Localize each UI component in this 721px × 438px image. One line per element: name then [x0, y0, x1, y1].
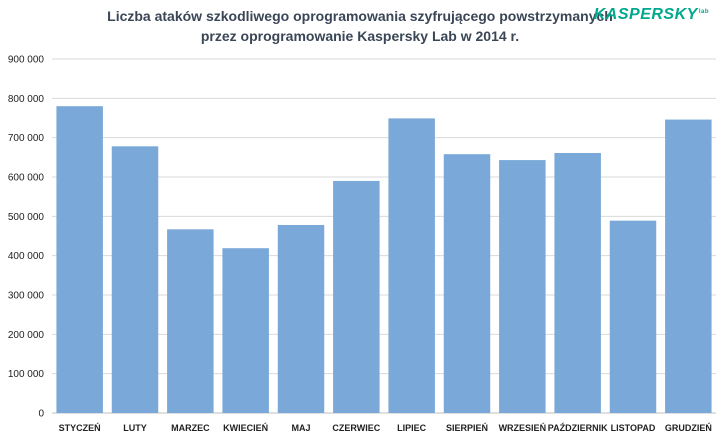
bar — [277, 224, 325, 413]
bar — [499, 160, 546, 413]
y-tick-label: 800 000 — [8, 94, 45, 105]
x-tick-label: LUTY — [123, 423, 147, 433]
bar — [167, 229, 214, 413]
bars — [56, 106, 712, 414]
bar — [56, 106, 103, 413]
bar — [443, 154, 491, 414]
y-tick-label: 0 — [38, 409, 44, 420]
logo-text: KASPERSKY — [593, 6, 698, 23]
bar — [388, 118, 435, 413]
y-tick-label: 500 000 — [8, 212, 45, 223]
y-tick-label: 200 000 — [8, 330, 45, 341]
y-tick-label: 900 000 — [8, 55, 45, 66]
chart-title-line-2: przez oprogramowanie Kaspersky Lab w 201… — [200, 28, 520, 44]
x-tick-label: WRZESIEŃ — [499, 423, 547, 433]
y-tick-label: 300 000 — [8, 291, 45, 302]
x-tick-label: PAŹDZIERNIK — [548, 423, 608, 433]
x-tick-label: STYCZEŃ — [59, 423, 101, 433]
x-tick-label: SIERPIEŃ — [446, 423, 488, 433]
bar — [554, 153, 601, 414]
chart-title-line-1: Liczba ataków szkodliwego oprogramowania… — [107, 8, 613, 24]
chart-title: Liczba ataków szkodliwego oprogramowania… — [60, 6, 660, 46]
x-tick-label: LIPIEC — [397, 423, 427, 433]
x-tick-label: KWIECIEŃ — [223, 423, 268, 433]
bar — [111, 146, 159, 413]
x-tick-label: GRUDZIEŃ — [665, 423, 712, 433]
y-tick-label: 700 000 — [8, 133, 45, 144]
kaspersky-logo: KASPERSKYlab — [594, 6, 709, 24]
grid-lines — [52, 58, 716, 414]
x-tick-label: LISTOPAD — [611, 423, 656, 433]
x-tick-label: MAJ — [291, 423, 310, 433]
y-axis-ticks: 0 100 000 200 000 300 000 400 000 500 000 600 … — [8, 55, 45, 420]
x-tick-label: CZERWIEC — [332, 423, 380, 433]
y-tick-label: 100 000 — [8, 369, 45, 380]
bar — [609, 220, 657, 413]
y-tick-label: 600 000 — [8, 173, 45, 184]
x-axis-labels: STYCZEŃ LUTY MARZEC KWIECIEŃ MAJ CZERWIEC LIPI… — [59, 423, 712, 433]
logo-lab-text: lab — [698, 8, 709, 15]
bar — [665, 119, 712, 413]
x-tick-label: MARZEC — [171, 423, 210, 433]
bar — [333, 180, 380, 413]
y-tick-label: 400 000 — [8, 251, 45, 262]
bar — [222, 248, 269, 413]
